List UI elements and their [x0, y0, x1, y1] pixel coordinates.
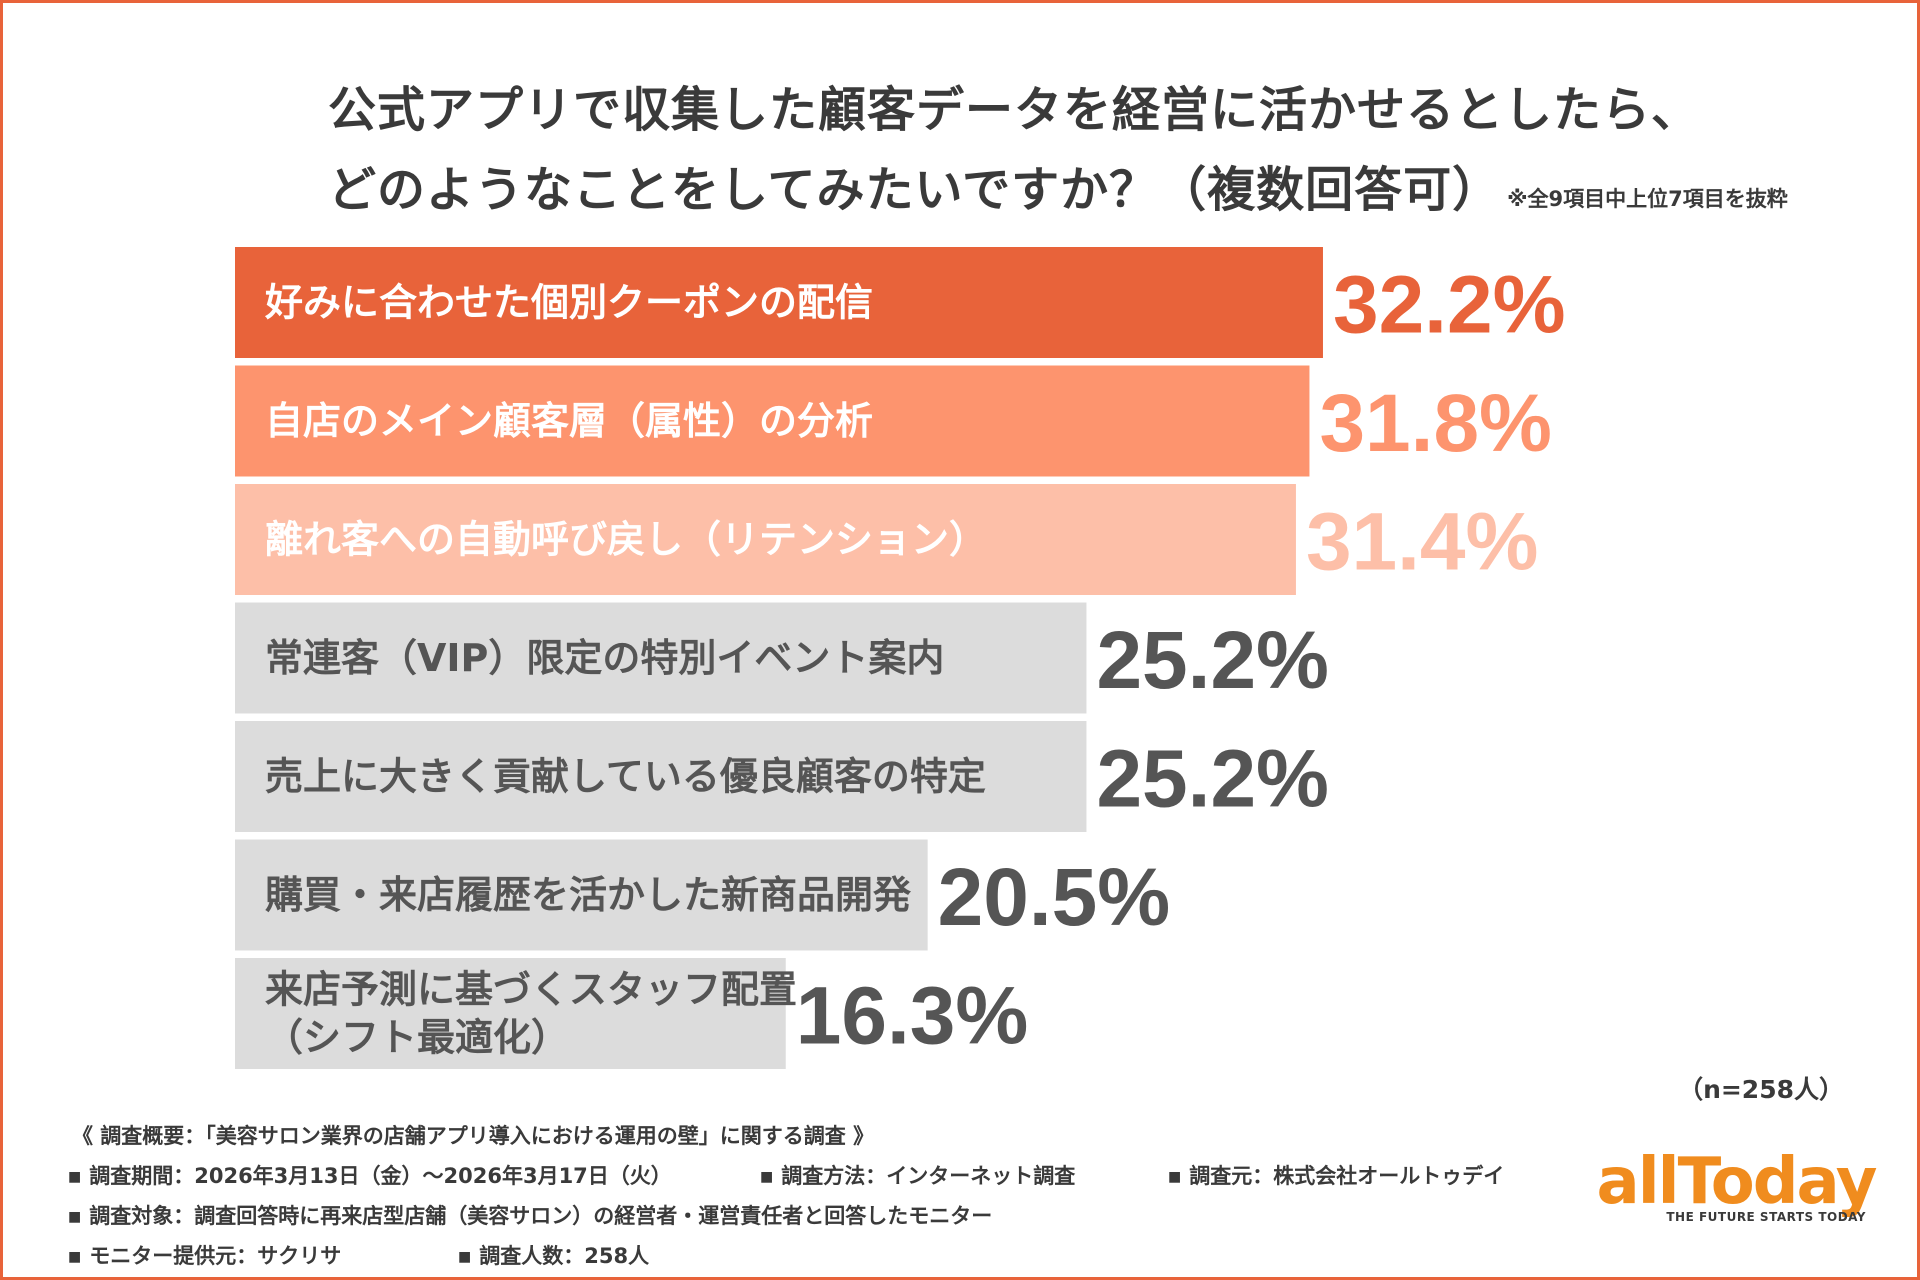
value-label-3: 31.4%: [1306, 497, 1539, 588]
value-label-5: 25.2%: [1096, 734, 1329, 825]
value-label-6: 20.5%: [938, 852, 1171, 943]
chart-title-line2-text: どのようなことをしてみたいですか？（複数回答可）: [328, 162, 1502, 218]
category-label-6: 購買・来店履歴を活かした新商品開発: [265, 873, 912, 917]
footer-target: ■ 調査対象：調査回答時に再来店型店舗（美容サロン）の経営者・運営責任者と回答した…: [68, 1200, 992, 1230]
value-label-7: 16.3%: [796, 971, 1029, 1062]
sample-size-label: （n=258人）: [1678, 1075, 1844, 1104]
bullet-icon: ■: [68, 1249, 82, 1265]
bar-4: [235, 602, 1087, 714]
footer-method: ■ 調査方法：インターネット調査: [760, 1160, 1075, 1190]
bar-5: [235, 721, 1087, 832]
chart-title-line1: 公式アプリで収集した顧客データを経営に活かせるとしたら、: [328, 82, 1701, 138]
footer-respondents: ■ 調査人数：258人: [458, 1240, 649, 1270]
logo-wordmark: allToday: [1596, 1145, 1878, 1219]
category-label-1: 好みに合わせた個別クーポンの配信: [264, 281, 873, 325]
alltoday-logo: allToday THE FUTURE STARTS TODAY: [1576, 1150, 1896, 1230]
footer-respondents-text: 調査人数：258人: [479, 1244, 650, 1268]
value-label-4: 25.2%: [1096, 615, 1329, 706]
bar-3: [235, 484, 1296, 595]
survey-name: 《 調査概要：「美容サロン業界の店舗アプリ導入における運用の壁」に関する調査 》: [72, 1124, 875, 1148]
footer-method-text: 調査方法：インターネット調査: [781, 1164, 1076, 1188]
bullet-icon: ■: [68, 1209, 82, 1225]
logo-tagline: THE FUTURE STARTS TODAY: [1666, 1210, 1866, 1224]
bar-7: [235, 958, 786, 1069]
footer-monitor-provider: ■ モニター提供元：サクリサ: [68, 1240, 341, 1270]
category-label-2: 自店のメイン顧客層（属性）の分析: [265, 399, 873, 443]
bar-1: [235, 247, 1323, 358]
chart-title-note: ※全9項目中上位7項目を抜粋: [1507, 187, 1788, 211]
footer-source-text: 調査元：株式会社オールトゥデイ: [1189, 1164, 1505, 1188]
footer-period: ■ 調査期間：2026年3月13日（金）〜2026年3月17日（火）: [68, 1160, 672, 1190]
bar-2: [235, 365, 1310, 477]
bullet-icon: ■: [68, 1169, 82, 1185]
bar-6: [235, 839, 928, 951]
category-label-5: 売上に大きく貢献している優良顧客の特定: [265, 755, 986, 799]
category-label-4: 常連客（VIP）限定の特別イベント案内: [265, 636, 944, 680]
footer-monitor-provider-text: モニター提供元：サクリサ: [89, 1244, 342, 1268]
category-label-7: 来店予測に基づくスタッフ配置（シフト最適化）: [265, 968, 797, 1060]
bullet-icon: ■: [1168, 1169, 1182, 1185]
value-label-2: 31.8%: [1319, 378, 1552, 469]
value-label-1: 32.2%: [1333, 260, 1566, 351]
footer-target-text: 調査対象：調査回答時に再来店型店舗（美容サロン）の経営者・運営責任者と回答したモ…: [89, 1204, 993, 1228]
category-label-3: 離れ客への自動呼び戻し（リテンション）: [265, 518, 987, 562]
footer-source: ■ 調査元：株式会社オールトゥデイ: [1168, 1160, 1504, 1190]
chart-title-line2: どのようなことをしてみたいですか？（複数回答可） ※全9項目中上位7項目を抜粋: [328, 150, 1788, 220]
bullet-icon: ■: [458, 1249, 472, 1265]
footer-period-text: 調査期間：2026年3月13日（金）〜2026年3月17日（火）: [89, 1164, 672, 1188]
bullet-icon: ■: [760, 1169, 774, 1185]
